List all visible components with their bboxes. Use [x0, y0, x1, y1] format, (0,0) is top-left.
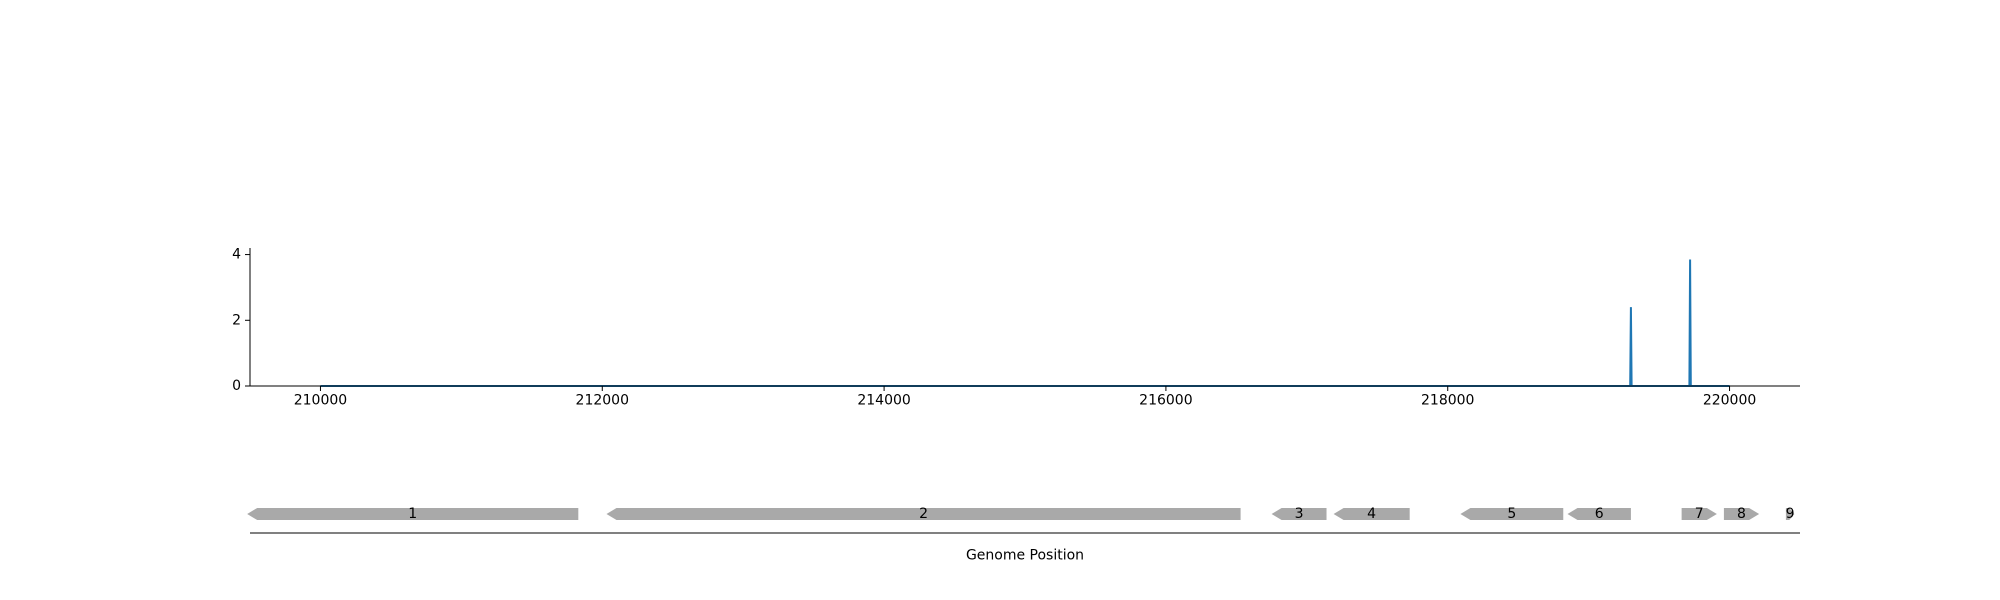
gene-arrow [1271, 508, 1327, 520]
x-tick-label: 220000 [1703, 393, 1756, 409]
gene-label: 4 [1367, 506, 1376, 522]
x-tick-label: 210000 [294, 393, 347, 409]
gene-label: 5 [1507, 506, 1516, 522]
coverage-plot: 210000 212000 214000 216000 218000 220000 0 2 4 [232, 247, 1800, 409]
gene-arrow [247, 508, 579, 520]
x-tick-label: 212000 [576, 393, 629, 409]
coverage-line [320, 259, 1730, 387]
gene-track: 1 2 3 4 5 6 7 8 9 Genome Position [247, 506, 1800, 564]
gene-label: 8 [1737, 506, 1746, 522]
y-tick-label: 4 [232, 247, 241, 263]
coverage-series [320, 259, 1730, 387]
gene-arrow [1460, 508, 1564, 520]
gene-label: 7 [1695, 506, 1704, 522]
gene-label: 6 [1595, 506, 1604, 522]
gene-arrow [1333, 508, 1410, 520]
gene-track-xlabel: Genome Position [966, 548, 1084, 564]
y-axis-ticks: 0 2 4 [232, 247, 250, 394]
gene-arrow [1567, 508, 1631, 520]
y-tick-label: 0 [232, 378, 241, 394]
y-tick-label: 2 [232, 312, 241, 328]
gene-label: 2 [919, 506, 928, 522]
x-tick-label: 218000 [1421, 393, 1474, 409]
gene-arrow [1785, 508, 1795, 520]
x-tick-label: 214000 [857, 393, 910, 409]
gene-arrows: 1 2 3 4 5 6 7 8 9 [247, 506, 1795, 522]
gene-label: 3 [1295, 506, 1304, 522]
gene-label: 9 [1786, 506, 1795, 522]
gene-arrow [606, 508, 1241, 520]
x-axis-ticks: 210000 212000 214000 216000 218000 220000 [294, 386, 1756, 409]
x-tick-label: 216000 [1139, 393, 1192, 409]
gene-arrow [1681, 508, 1717, 520]
gene-label: 1 [408, 506, 417, 522]
gene-arrow [1723, 508, 1760, 520]
